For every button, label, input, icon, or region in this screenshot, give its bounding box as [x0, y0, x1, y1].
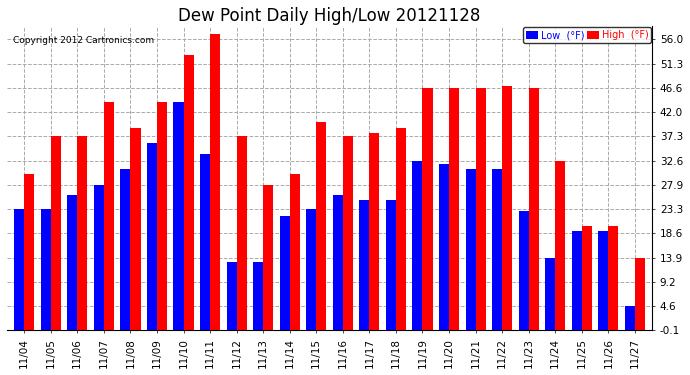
Bar — [104, 102, 114, 330]
Bar — [343, 136, 353, 330]
Bar — [14, 209, 24, 330]
Bar — [609, 226, 618, 330]
Bar — [519, 211, 529, 330]
Legend: Low  (°F), High  (°F): Low (°F), High (°F) — [523, 27, 651, 43]
Bar — [94, 185, 104, 330]
Bar — [359, 200, 369, 330]
Bar — [147, 143, 157, 330]
Bar — [184, 55, 194, 330]
Bar — [598, 231, 609, 330]
Bar — [545, 258, 555, 330]
Bar — [466, 169, 475, 330]
Bar — [173, 102, 184, 330]
Bar — [439, 164, 449, 330]
Bar — [413, 161, 422, 330]
Bar — [572, 231, 582, 330]
Bar — [237, 136, 247, 330]
Text: Copyright 2012 Cartronics.com: Copyright 2012 Cartronics.com — [13, 36, 155, 45]
Bar — [51, 136, 61, 330]
Bar — [369, 133, 380, 330]
Bar — [130, 128, 141, 330]
Bar — [555, 161, 565, 330]
Bar — [475, 88, 486, 330]
Bar — [635, 258, 645, 330]
Bar — [279, 216, 290, 330]
Bar — [157, 102, 167, 330]
Bar — [449, 88, 459, 330]
Bar — [582, 226, 592, 330]
Bar — [77, 136, 88, 330]
Bar — [492, 169, 502, 330]
Bar — [306, 209, 316, 330]
Bar — [226, 262, 237, 330]
Bar — [625, 306, 635, 330]
Bar — [386, 200, 396, 330]
Bar — [333, 195, 343, 330]
Bar — [200, 154, 210, 330]
Bar — [67, 195, 77, 330]
Bar — [290, 174, 300, 330]
Bar — [253, 262, 263, 330]
Bar — [396, 128, 406, 330]
Bar — [210, 34, 220, 330]
Bar — [120, 169, 130, 330]
Bar — [24, 174, 34, 330]
Bar — [502, 86, 512, 330]
Bar — [41, 209, 51, 330]
Title: Dew Point Daily High/Low 20121128: Dew Point Daily High/Low 20121128 — [179, 7, 481, 25]
Bar — [316, 123, 326, 330]
Bar — [422, 88, 433, 330]
Bar — [529, 88, 539, 330]
Bar — [263, 184, 273, 330]
